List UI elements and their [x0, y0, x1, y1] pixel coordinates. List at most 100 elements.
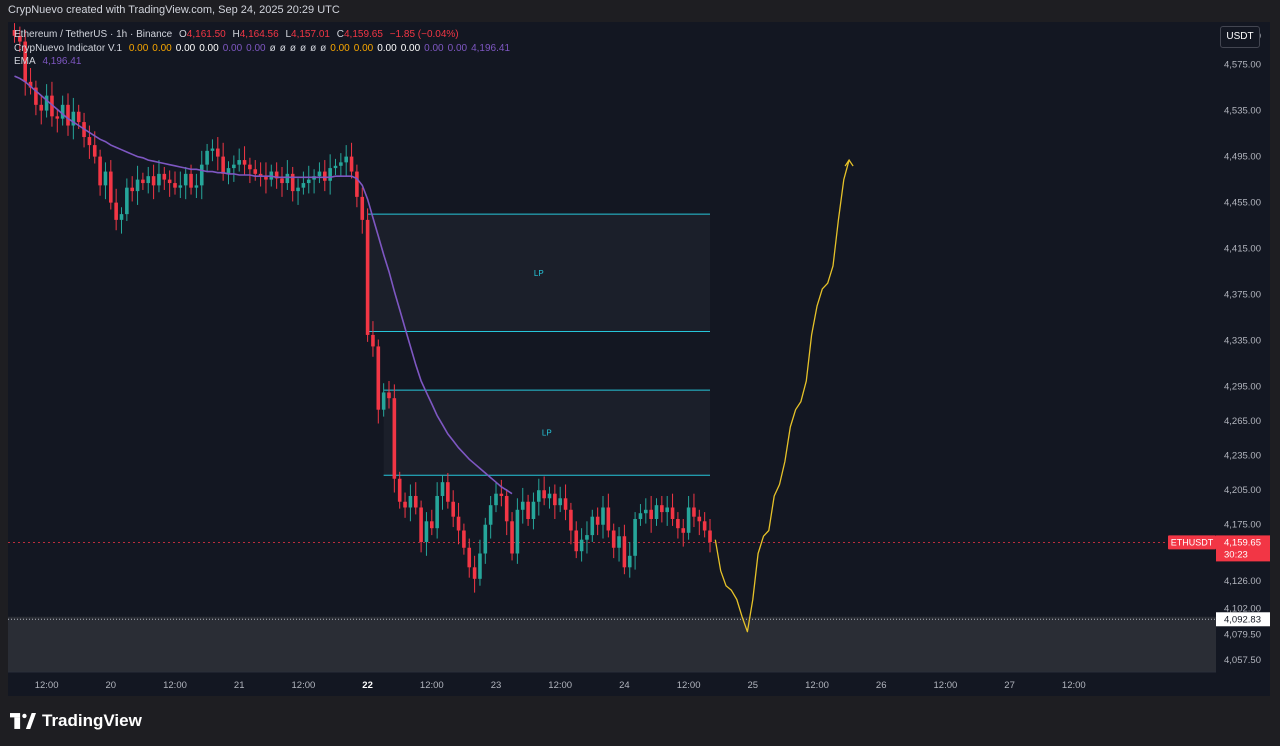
support-zone — [8, 616, 1216, 672]
last-price-label: 4,159.65 — [1224, 537, 1261, 548]
price-tick-label: 4,205.00 — [1224, 485, 1261, 496]
price-tick-label: 4,175.00 — [1224, 520, 1261, 531]
candle-body — [55, 116, 60, 119]
candle-body — [130, 187, 134, 192]
candle-body — [515, 509, 520, 554]
legend-row-indicator[interactable]: CrypNuevo Indicator V.1 0.00 0.00 0.00 0.00… — [14, 42, 514, 56]
candle-body — [670, 507, 675, 519]
candle-body — [274, 171, 279, 179]
indicator-value: 0.00 — [377, 42, 397, 54]
candle-body — [638, 513, 643, 519]
projection-arrow-icon — [844, 158, 854, 167]
price-tick-label: 4,126.00 — [1224, 576, 1261, 587]
projection-layer — [714, 158, 854, 633]
candle-body — [71, 111, 76, 126]
candle-body — [360, 196, 365, 220]
candle-body — [205, 150, 209, 165]
projection-line — [714, 159, 850, 633]
candle-body — [23, 41, 27, 82]
legend-row-ema[interactable]: EMA 4,196.41 — [14, 55, 514, 69]
candle-body — [611, 530, 616, 548]
candle-body — [87, 137, 92, 146]
candle-body — [537, 490, 541, 502]
candle-body — [199, 164, 204, 186]
candle-body — [585, 535, 589, 540]
candle-body — [403, 501, 407, 508]
candle-body — [499, 493, 504, 496]
candle-body — [430, 521, 434, 529]
price-tick-label: 4,495.00 — [1224, 152, 1261, 163]
ema-value: 4,196.41 — [42, 56, 82, 67]
price-tick-label: 4,235.00 — [1224, 451, 1261, 462]
candle-body — [146, 176, 151, 184]
liquidity-zone — [367, 214, 710, 332]
time-tick-label: 21 — [234, 680, 245, 691]
time-tick-label: 12:00 — [35, 680, 59, 691]
indicator-value: 0.00 — [152, 42, 172, 54]
candle-body — [520, 501, 525, 510]
indicator-value: ø — [289, 42, 296, 54]
indicator-value: ø — [320, 42, 327, 54]
tradingview-brand[interactable]: TradingView — [10, 711, 142, 731]
candle-body — [226, 168, 231, 174]
candle-body — [109, 171, 113, 203]
candle-body — [306, 179, 311, 184]
candle-body — [232, 164, 236, 169]
candle-body — [66, 104, 70, 126]
candle-body — [408, 495, 413, 508]
indicator-value: ø — [269, 42, 276, 54]
candle-body — [280, 178, 284, 184]
candle-body — [12, 30, 17, 36]
indicator-name[interactable]: CrypNuevo Indicator V.1 — [14, 42, 123, 54]
legend-low-label: L — [285, 29, 292, 40]
time-tick-label: 26 — [876, 680, 887, 691]
candle-body — [387, 392, 391, 399]
candle-body — [333, 165, 338, 169]
candle-body — [237, 160, 241, 165]
ticker-badge — [1168, 535, 1216, 550]
indicator-value: 0.00 — [128, 42, 149, 54]
candle-body — [665, 507, 669, 513]
candle-body — [355, 171, 359, 197]
legend-change: −1.85 (−0.04%) — [389, 29, 459, 40]
time-tick-label: 12:00 — [548, 680, 572, 691]
candle-body — [456, 516, 461, 531]
candle-body — [365, 219, 370, 335]
candle-body — [92, 145, 97, 157]
candle-body — [210, 148, 215, 151]
liquidity-zone — [383, 390, 710, 476]
candle-body — [435, 495, 439, 529]
candle-body — [194, 185, 199, 188]
candle-body — [189, 173, 193, 188]
candle-body — [119, 214, 124, 220]
candle-body — [264, 176, 268, 180]
price-axis-bg — [1216, 22, 1270, 696]
candle-body — [248, 164, 252, 170]
indicator-value: 0.00 — [400, 42, 421, 54]
candle-body — [504, 495, 509, 522]
candle-body — [510, 521, 514, 554]
candle-body — [178, 185, 183, 188]
legend-close-label: C — [336, 29, 344, 40]
candle-body — [553, 493, 557, 506]
indicator-value: ø — [299, 42, 307, 54]
legend-high-label: H — [232, 29, 240, 40]
candle-body — [440, 482, 445, 496]
candle-body — [622, 536, 627, 568]
currency-button[interactable]: USDT — [1220, 26, 1260, 48]
candle-body — [676, 518, 680, 529]
candle-body — [253, 169, 258, 174]
indicator-value: 0.00 — [175, 42, 196, 54]
candle-body — [697, 516, 702, 522]
time-tick-label: 12:00 — [292, 680, 316, 691]
legend-row-symbol: Ethereum / TetherUS · 1h · Binance O4,16… — [14, 28, 514, 42]
candle-body — [627, 555, 632, 568]
candle-body — [76, 111, 81, 123]
candle-body — [242, 160, 247, 165]
candle-body — [392, 398, 397, 479]
time-tick-label: 24 — [619, 680, 630, 691]
ema-name[interactable]: EMA — [14, 56, 36, 67]
candle-body — [50, 95, 54, 117]
